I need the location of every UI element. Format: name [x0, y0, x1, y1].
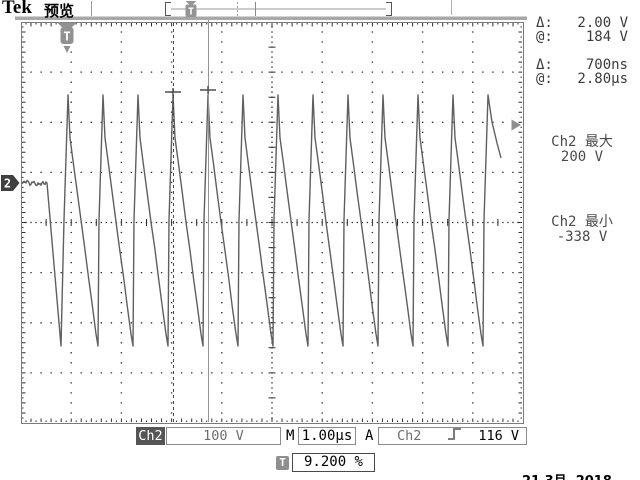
datetime-readout: 21 3月 2018 14:02:40	[522, 446, 612, 480]
channel2-marker-label: 2	[4, 177, 11, 191]
trigger-position-marker: T	[57, 22, 77, 53]
channel2-badge: Ch2	[136, 427, 165, 445]
channel2-ground-marker: 2	[1, 175, 20, 191]
trigger-level-value: 116 V	[478, 428, 519, 444]
record-view-bar: T	[91, 0, 452, 18]
cursor-delta-t-row: Δ: 700ns	[536, 58, 628, 72]
ch2-max-title: Ch2 最大	[551, 134, 613, 150]
vertical-scale-readout: 100 V	[166, 427, 281, 445]
cursor-a-cross	[165, 88, 181, 96]
ch2-min-value: -338 V	[556, 229, 608, 245]
cursor-delta-v-label: Δ:	[536, 15, 553, 31]
trigger-position-badge	[60, 27, 74, 44]
trigger-level-arrow	[511, 119, 521, 131]
window-right-bracket	[386, 2, 392, 16]
acquisition-trigger-label: A	[365, 428, 374, 444]
cursor-at-v-value: 184 V	[585, 29, 628, 45]
cursor-delta-v-value: 2.00 V	[577, 15, 628, 31]
cursor-at-v-label: @:	[536, 29, 553, 45]
trigger-source-label: Ch2	[397, 428, 422, 444]
trigger-position-tip	[63, 46, 71, 53]
graticule-and-trace	[21, 19, 524, 424]
ch2-min-title: Ch2 最小	[551, 214, 613, 230]
horizontal-scale-readout: 1.00µs	[298, 427, 356, 445]
rising-edge-icon	[447, 427, 463, 445]
graticule-edge-ticks	[22, 23, 522, 422]
window-left-bracket	[165, 2, 171, 16]
cursor-at-t-value: 2.80µs	[577, 71, 628, 87]
top-separator	[15, 16, 527, 20]
record-trigger-arrow	[185, 1, 197, 6]
cursor-at-t-row: @: 2.80µs	[536, 72, 628, 86]
trigger-percent-badge: T	[276, 456, 289, 470]
ch2-waveform-trace	[21, 94, 502, 347]
record-trigger-badge	[185, 4, 197, 17]
cursor-delta-v-row: Δ: 2.00 V	[536, 16, 628, 30]
center-axis-ticks	[45, 46, 499, 399]
record-trigger-label: T	[188, 7, 194, 18]
ch2-min-readout: Ch2 最小 -338 V	[529, 215, 635, 245]
cursor-at-t-label: @:	[536, 71, 553, 87]
cursor-b-cross	[200, 86, 216, 94]
trigger-position-label: T	[63, 30, 70, 44]
cursor-delta-t-label: Δ:	[536, 57, 553, 73]
cursor-readout-panel: Δ: 2.00 V @: 184 V Δ: 700ns @: 2.80µs	[536, 16, 628, 86]
trigger-readout-box: Ch2 116 V	[378, 427, 527, 445]
trigger-percent-value: 9.200 %	[292, 453, 375, 472]
ch2-max-value: 200 V	[560, 149, 604, 165]
date-value: 21 3月 2018	[522, 474, 612, 480]
cursor-delta-t-value: 700ns	[585, 57, 628, 73]
cursor-at-v-row: @: 184 V	[536, 30, 628, 44]
main-timebase-label: M	[286, 428, 295, 444]
channel2-marker-shape	[1, 175, 20, 191]
tek-logo: Tek	[2, 0, 32, 18]
ch2-max-readout: Ch2 最大 200 V	[529, 135, 635, 165]
acquisition-mode-label: 预览	[44, 2, 75, 20]
